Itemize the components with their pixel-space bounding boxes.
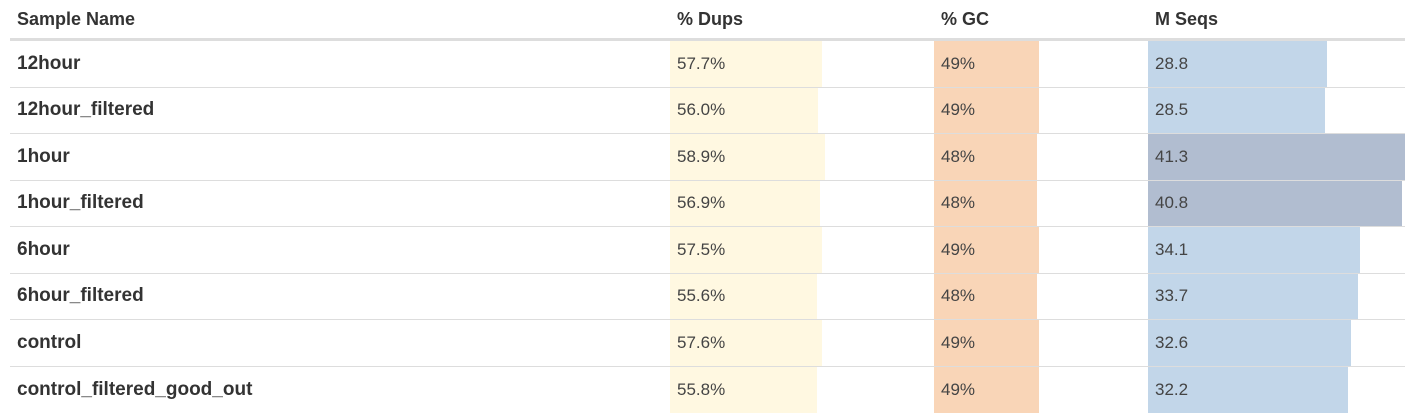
- m-seqs-bar: [1148, 41, 1328, 87]
- dups-bar: [670, 320, 823, 366]
- dups-bar: [670, 273, 817, 319]
- column-header-sample-name[interactable]: Sample Name: [17, 9, 136, 29]
- table-row: 1hour 58.9% 48% 41.3: [10, 134, 1405, 181]
- gc-bar: [934, 320, 1039, 366]
- table-row: 6hour_filtered 55.6% 48% 33.7: [10, 273, 1405, 320]
- gc-value: 48%: [941, 193, 976, 213]
- m-seqs-cell: 34.1: [1148, 227, 1405, 273]
- dups-value: 57.6%: [677, 332, 726, 352]
- m-seqs-cell: 41.3: [1148, 134, 1405, 180]
- gc-cell: 49%: [934, 320, 1148, 366]
- gc-cell: 48%: [934, 134, 1148, 180]
- m-seqs-bar: [1148, 134, 1405, 180]
- table-row: control 57.6% 49% 32.6: [10, 320, 1405, 367]
- gc-bar: [934, 134, 1037, 180]
- m-seqs-cell: 28.8: [1148, 41, 1405, 87]
- gc-bar: [934, 41, 1039, 87]
- dups-cell: 57.7%: [670, 41, 934, 87]
- dups-bar: [670, 180, 821, 226]
- gc-cell: 49%: [934, 227, 1148, 273]
- m-seqs-bar: [1148, 273, 1358, 319]
- gc-cell: 49%: [934, 366, 1148, 413]
- m-seqs-value: 28.8: [1155, 53, 1189, 73]
- m-seqs-value: 32.2: [1155, 379, 1189, 399]
- m-seqs-value: 34.1: [1155, 239, 1189, 259]
- gc-bar: [934, 87, 1039, 133]
- m-seqs-value: 32.6: [1155, 332, 1189, 352]
- m-seqs-cell: 28.5: [1148, 87, 1405, 133]
- dups-bar: [670, 134, 826, 180]
- m-seqs-bar: [1148, 87, 1326, 133]
- column-header-dups[interactable]: % Dups: [677, 9, 744, 29]
- dups-cell: 58.9%: [670, 134, 934, 180]
- sample-name-cell: control: [17, 331, 82, 353]
- m-seqs-cell: 40.8: [1148, 180, 1405, 226]
- gc-value: 49%: [941, 332, 976, 352]
- m-seqs-value: 40.8: [1155, 193, 1189, 213]
- m-seqs-cell: 32.2: [1148, 366, 1405, 413]
- gc-bar: [934, 180, 1037, 226]
- gc-cell: 48%: [934, 180, 1148, 226]
- sample-name-cell: 1hour_filtered: [17, 192, 144, 214]
- table-header-row: Sample Name % Dups % GC M Seqs: [10, 0, 1405, 41]
- table-row: 12hour_filtered 56.0% 49% 28.5: [10, 87, 1405, 134]
- dups-value: 55.8%: [677, 379, 726, 399]
- gc-value: 48%: [941, 286, 976, 306]
- dups-bar: [670, 366, 818, 413]
- table-row: 6hour 57.5% 49% 34.1: [10, 227, 1405, 274]
- table-body: 12hour 57.7% 49% 28.8 12hour_filtered 56.0% 49…: [10, 41, 1405, 413]
- gc-cell: 48%: [934, 273, 1148, 319]
- m-seqs-bar: [1148, 227, 1361, 273]
- dups-value: 56.9%: [677, 193, 726, 213]
- gc-cell: 49%: [934, 41, 1148, 87]
- sample-name-cell: 6hour_filtered: [17, 285, 144, 307]
- sample-name-cell: 1hour: [17, 145, 70, 167]
- dups-bar: [670, 87, 818, 133]
- gc-value: 49%: [941, 379, 976, 399]
- table-row: 12hour 57.7% 49% 28.8: [10, 41, 1405, 88]
- sample-name-cell: 6hour: [17, 238, 70, 260]
- gc-bar: [934, 227, 1039, 273]
- m-seqs-bar: [1148, 320, 1351, 366]
- m-seqs-cell: 32.6: [1148, 320, 1405, 366]
- dups-value: 58.9%: [677, 146, 726, 166]
- m-seqs-bar: [1148, 366, 1349, 413]
- gc-value: 49%: [941, 100, 976, 120]
- dups-cell: 55.6%: [670, 273, 934, 319]
- dups-bar: [670, 227, 822, 273]
- dups-cell: 56.9%: [670, 180, 934, 226]
- dups-cell: 55.8%: [670, 366, 934, 413]
- gc-bar: [934, 366, 1039, 413]
- dups-cell: 57.6%: [670, 320, 934, 366]
- sample-name-cell: 12hour: [17, 52, 81, 74]
- sample-name-cell: 12hour_filtered: [17, 99, 155, 121]
- dups-value: 56.0%: [677, 100, 726, 120]
- dups-value: 57.5%: [677, 239, 726, 259]
- sample-name-cell: control_filtered_good_out: [17, 378, 253, 400]
- general-stats-table: Sample Name % Dups % GC M Seqs 12hour 57.…: [10, 0, 1405, 413]
- table-row: control_filtered_good_out 55.8% 49% 32.2: [10, 366, 1405, 413]
- column-header-gc[interactable]: % GC: [941, 9, 990, 29]
- gc-bar: [934, 273, 1037, 319]
- gc-value: 49%: [941, 239, 976, 259]
- gc-value: 48%: [941, 146, 976, 166]
- m-seqs-cell: 33.7: [1148, 273, 1405, 319]
- m-seqs-value: 33.7: [1155, 286, 1189, 306]
- gc-value: 49%: [941, 53, 976, 73]
- dups-value: 57.7%: [677, 53, 726, 73]
- dups-bar: [670, 41, 823, 87]
- dups-value: 55.6%: [677, 286, 726, 306]
- table-row: 1hour_filtered 56.9% 48% 40.8: [10, 180, 1405, 227]
- dups-cell: 57.5%: [670, 227, 934, 273]
- column-header-m-seqs[interactable]: M Seqs: [1155, 9, 1219, 29]
- m-seqs-value: 28.5: [1155, 100, 1189, 120]
- gc-cell: 49%: [934, 87, 1148, 133]
- dups-cell: 56.0%: [670, 87, 934, 133]
- m-seqs-bar: [1148, 180, 1402, 226]
- m-seqs-value: 41.3: [1155, 146, 1189, 166]
